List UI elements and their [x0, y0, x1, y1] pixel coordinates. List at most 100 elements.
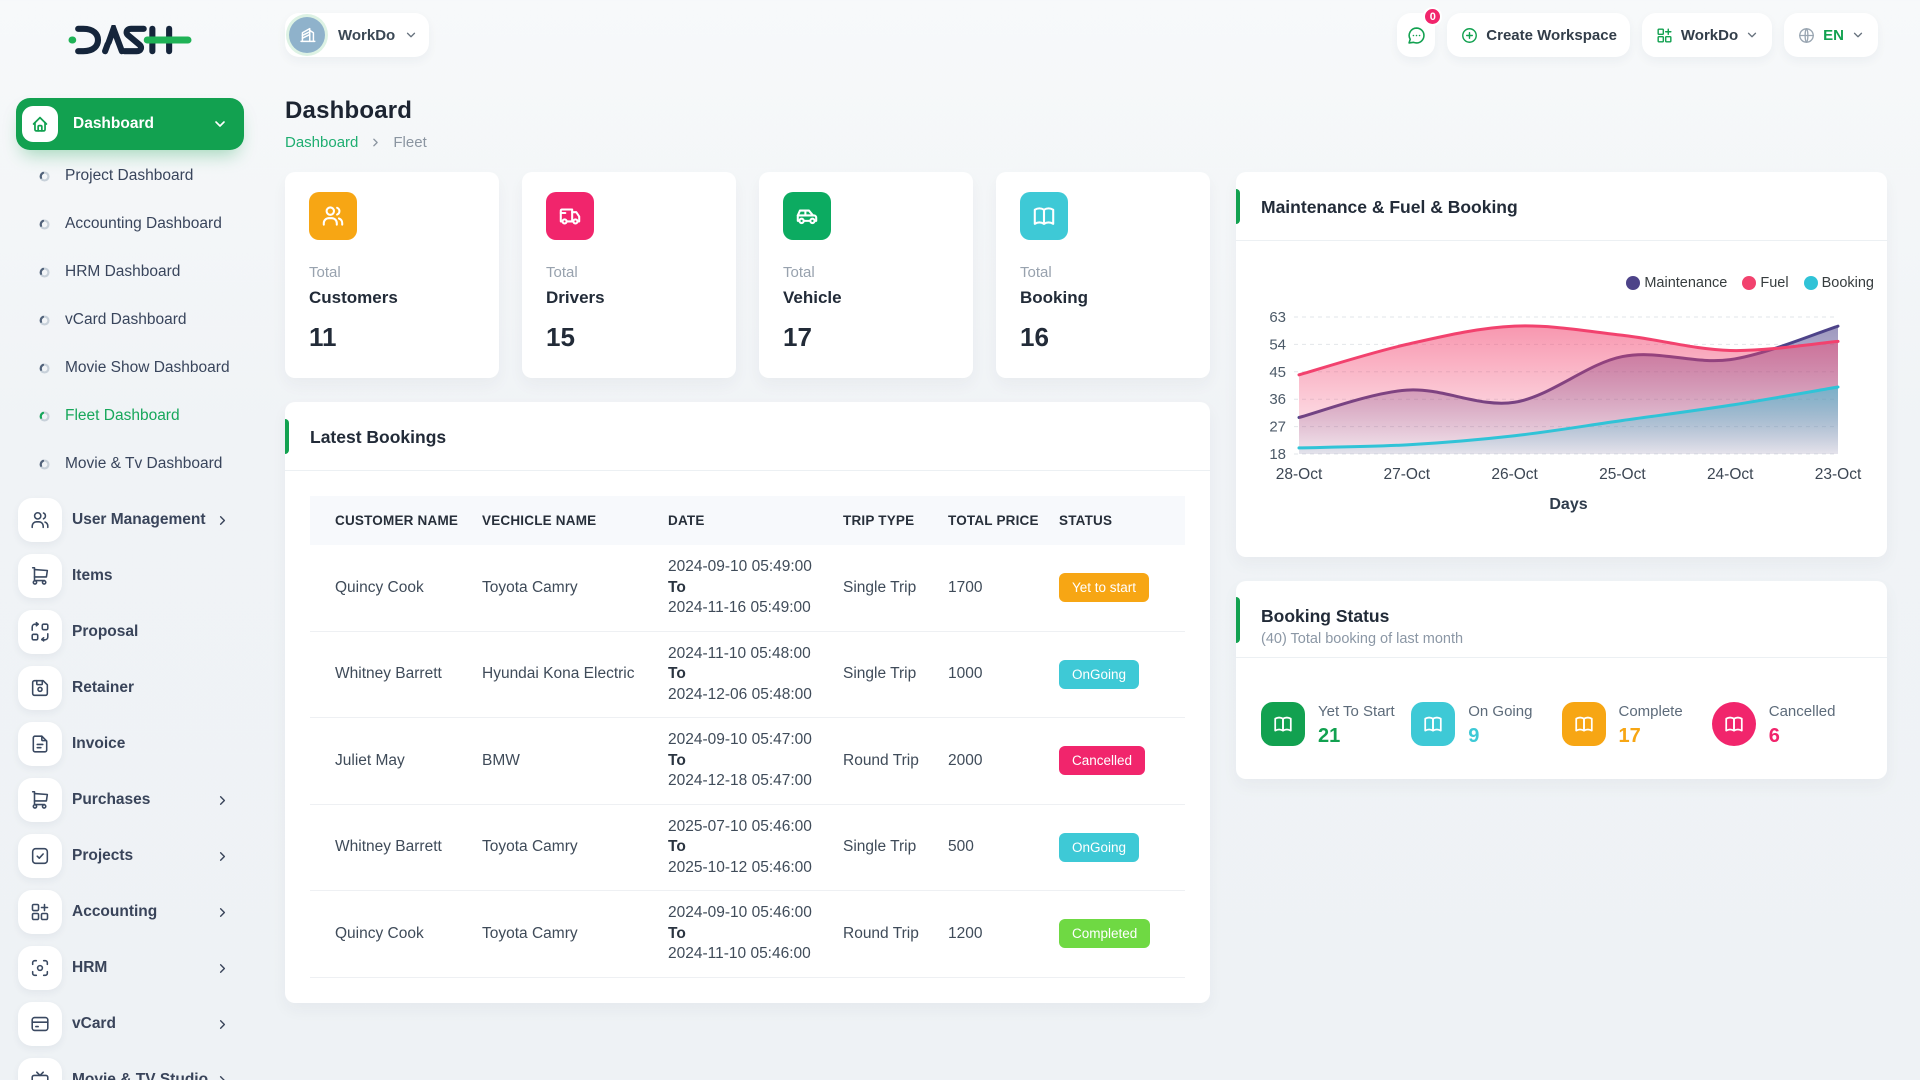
chevron-right-icon — [215, 513, 230, 528]
cell-vehicle: Toyota Camry — [457, 804, 643, 891]
sidebar-item-vcard[interactable]: vCard — [0, 996, 260, 1052]
status-texts: Complete 17 — [1619, 702, 1683, 748]
page-head: Dashboard Dashboard Fleet — [285, 97, 1887, 151]
workspace-switcher[interactable]: WorkDo — [1641, 13, 1773, 57]
main-area: WorkDo 0 — [260, 0, 1920, 1080]
sidebar-subitem-project-dashboard[interactable]: Project Dashboard — [0, 152, 260, 200]
sidebar-subitem-accounting-dashboard[interactable]: Accounting Dashboard — [0, 200, 260, 248]
stat-prefix: Total — [1020, 264, 1052, 281]
sidebar-subitem-vcard-dashboard[interactable]: vCard Dashboard — [0, 296, 260, 344]
stat-prefix: Total — [546, 264, 578, 281]
cell-customer: Quincy Cook — [310, 545, 457, 632]
sidebar-item-movie-tv-studio[interactable]: Movie & TV Studio — [0, 1052, 260, 1080]
status-texts: Cancelled 6 — [1769, 702, 1836, 748]
sidebar-item-accounting[interactable]: Accounting — [0, 884, 260, 940]
stat-label: Booking — [1020, 288, 1088, 307]
chart-card: Maintenance & Fuel & Booking Maintenance… — [1236, 172, 1887, 557]
workspace-selector[interactable]: WorkDo — [285, 13, 430, 57]
breadcrumb-dashboard-link[interactable]: Dashboard — [285, 134, 359, 151]
sidebar-item-label: Movie & TV Studio — [72, 1071, 209, 1080]
cell-total-price: 1700 — [923, 545, 1034, 632]
chevron-down-icon — [1851, 28, 1865, 42]
dashboard-dot-icon — [39, 266, 50, 278]
date-from: 2024-11-10 05:48:00 — [668, 644, 811, 662]
legend-item-booking[interactable]: Booking — [1803, 275, 1874, 291]
book-icon — [1411, 702, 1456, 746]
svg-text:54: 54 — [1269, 336, 1286, 353]
sidebar-item-projects[interactable]: Projects — [0, 828, 260, 884]
cell-date: 2024-09-10 05:47:00 To 2024-12-18 05:47:… — [643, 717, 818, 805]
stat-value: 15 — [546, 322, 575, 352]
chevron-right-icon — [215, 849, 230, 864]
sidebar-item-dashboard[interactable]: Dashboard — [16, 98, 244, 150]
sidebar-subitem-movie-tv-dashboard[interactable]: Movie & Tv Dashboard — [0, 440, 260, 488]
language-selector[interactable]: EN — [1784, 13, 1878, 57]
chart-card-header: Maintenance & Fuel & Booking — [1236, 172, 1887, 241]
language-label: EN — [1823, 26, 1844, 44]
svg-text:28-Oct: 28-Oct — [1276, 466, 1323, 483]
sidebar-item-label: HRM — [72, 959, 108, 976]
dashboard-dot-icon — [39, 314, 50, 326]
stat-label: Vehicle — [783, 288, 842, 307]
sidebar-subitem-hrm-dashboard[interactable]: HRM Dashboard — [0, 248, 260, 296]
dashboard-dot-icon — [39, 170, 50, 182]
latest-bookings-card: Latest Bookings CUSTOMER NAME VECHICLE NA… — [285, 402, 1210, 1003]
svg-text:36: 36 — [1269, 391, 1286, 408]
cell-customer: Juliet May — [310, 717, 457, 805]
stat-prefix: Total — [783, 264, 815, 281]
cell-customer: Whitney Barrett — [310, 804, 457, 891]
status-badge: Completed — [1059, 919, 1151, 949]
sidebar-item-purchases[interactable]: Purchases — [0, 772, 260, 828]
legend-item-fuel[interactable]: Fuel — [1742, 275, 1789, 291]
table-row: Whitney Barrett Hyundai Kona Electric 20… — [310, 631, 1185, 718]
sidebar-item-invoice[interactable]: Invoice — [0, 716, 260, 772]
status-label: Yet To Start — [1318, 703, 1395, 720]
area-chart[interactable]: 18 27 36 45 54 63 28-Oct 27-Oct 26-Oct 25-Oct 24-O… — [1236, 241, 1887, 557]
sidebar-subitem-fleet-dashboard[interactable]: Fleet Dashboard — [0, 392, 260, 440]
cell-date: 2024-09-10 05:49:00 To 2024-11-16 05:49:… — [643, 545, 818, 632]
latest-bookings-header: Latest Bookings — [285, 402, 1210, 471]
booking-status-card: Booking Status (40) Total booking of las… — [1236, 581, 1887, 779]
stat-label: Drivers — [546, 288, 605, 307]
cell-status: OnGoing — [1034, 804, 1185, 891]
table-row: Quincy Cook Toyota Camry 2024-09-10 05:4… — [310, 890, 1185, 978]
breadcrumb-current: Fleet — [393, 134, 427, 151]
date-separator: To — [668, 838, 686, 855]
bookings-table-header-row: CUSTOMER NAME VECHICLE NAME DATE TRIP TYPE T… — [310, 496, 1185, 545]
chart-body: Maintenance Fuel Booking 18 27 36 45 54 63 28-… — [1236, 241, 1887, 557]
sidebar-item-proposal[interactable]: Proposal — [0, 604, 260, 660]
truck-icon — [546, 192, 594, 240]
sidebar-item-items[interactable]: Items — [0, 548, 260, 604]
sidebar-item-hrm[interactable]: HRM — [0, 940, 260, 996]
cell-status: Completed — [1034, 890, 1185, 978]
stat-value: 17 — [783, 322, 812, 352]
cell-status: Yet to start — [1034, 545, 1185, 632]
status-value: 17 — [1618, 725, 1641, 747]
chevron-right-icon — [215, 905, 230, 920]
cell-total-price: 2000 — [923, 717, 1034, 805]
booking-status-title: Booking Status — [1261, 606, 1390, 626]
message-icon — [1406, 25, 1427, 46]
table-row: Whitney Barrett Toyota Camry 2025-07-10 … — [310, 804, 1185, 891]
cell-trip-type: Single Trip — [818, 631, 923, 718]
car-icon — [783, 192, 831, 240]
column-header: CUSTOMER NAME — [310, 496, 458, 545]
cell-vehicle: Toyota Camry — [457, 545, 643, 632]
column-header: STATUS — [1034, 496, 1185, 545]
dashboard-submenu: Project Dashboard Accounting Dashboard H… — [0, 152, 260, 488]
date-separator: To — [668, 924, 686, 942]
dash-logo[interactable] — [0, 20, 260, 60]
messages-button[interactable]: 0 — [1397, 7, 1443, 57]
user-scan-icon — [18, 946, 62, 990]
chevron-right-icon — [369, 136, 382, 149]
chevron-down-icon — [404, 28, 418, 42]
cell-total-price: 1000 — [923, 631, 1034, 718]
sidebar-item-user-management[interactable]: User Management — [0, 492, 260, 548]
legend-label: Booking — [1821, 275, 1874, 291]
create-workspace-button[interactable]: Create Workspace — [1447, 13, 1630, 57]
date-to: 2025-10-12 05:46:00 — [668, 858, 812, 876]
svg-text:27: 27 — [1269, 419, 1286, 436]
legend-item-maintenance[interactable]: Maintenance — [1626, 275, 1727, 291]
sidebar-item-retainer[interactable]: Retainer — [0, 660, 260, 716]
sidebar-subitem-movie-show-dashboard[interactable]: Movie Show Dashboard — [0, 344, 260, 392]
